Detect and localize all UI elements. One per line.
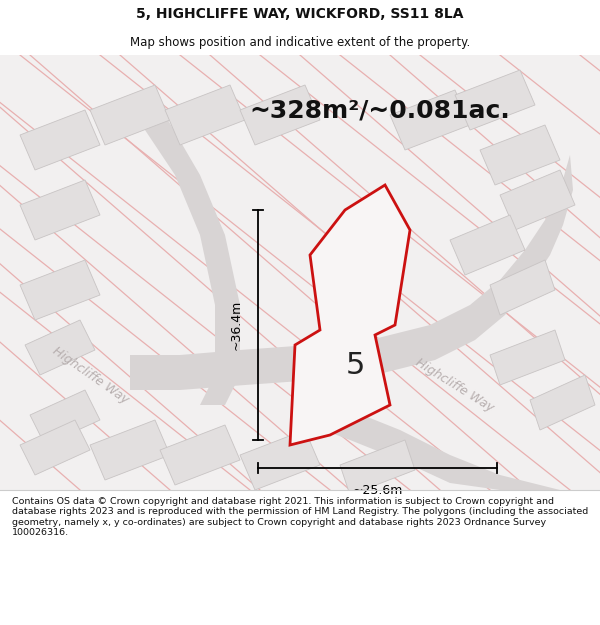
Polygon shape [490,260,555,315]
Text: 5: 5 [346,351,365,379]
Text: 5, HIGHCLIFFE WAY, WICKFORD, SS11 8LA: 5, HIGHCLIFFE WAY, WICKFORD, SS11 8LA [136,7,464,21]
Polygon shape [130,155,573,390]
Polygon shape [240,85,320,145]
Polygon shape [450,215,525,275]
Polygon shape [20,260,100,320]
Polygon shape [490,330,565,385]
Polygon shape [310,395,560,490]
Polygon shape [90,85,170,145]
Polygon shape [340,440,415,495]
Polygon shape [530,375,595,430]
Polygon shape [20,420,90,475]
Polygon shape [390,90,470,150]
Polygon shape [100,115,240,405]
Polygon shape [480,125,560,185]
Polygon shape [500,170,575,230]
Polygon shape [20,180,100,240]
Polygon shape [25,320,95,375]
Text: ~25.6m: ~25.6m [352,484,403,496]
Polygon shape [290,185,410,445]
Polygon shape [240,430,320,490]
Polygon shape [160,425,240,485]
Polygon shape [30,390,100,445]
Text: Highcliffe Way: Highcliffe Way [50,344,130,406]
Text: Highcliffe Way: Highcliffe Way [413,356,497,414]
Text: Map shows position and indicative extent of the property.: Map shows position and indicative extent… [130,36,470,49]
Text: ~36.4m: ~36.4m [229,300,242,350]
Polygon shape [20,110,100,170]
Polygon shape [165,85,245,145]
Text: Contains OS data © Crown copyright and database right 2021. This information is : Contains OS data © Crown copyright and d… [12,497,588,537]
Polygon shape [90,420,170,480]
Text: ~328m²/~0.081ac.: ~328m²/~0.081ac. [250,98,511,122]
Polygon shape [455,70,535,130]
